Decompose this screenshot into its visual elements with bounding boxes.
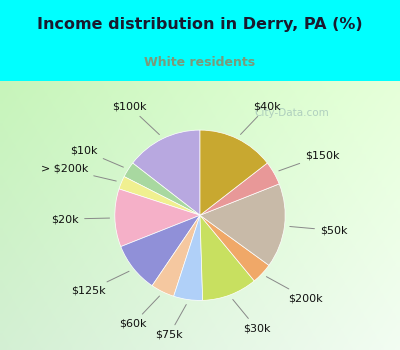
Text: $40k: $40k	[240, 102, 281, 134]
Text: White residents: White residents	[144, 56, 256, 69]
Text: $50k: $50k	[290, 225, 348, 236]
Text: $75k: $75k	[155, 304, 186, 340]
Wedge shape	[119, 177, 200, 215]
Wedge shape	[152, 215, 200, 296]
Text: $100k: $100k	[112, 102, 159, 135]
Wedge shape	[200, 130, 267, 215]
Wedge shape	[174, 215, 203, 300]
Text: $60k: $60k	[119, 296, 160, 329]
Wedge shape	[200, 215, 254, 300]
Text: Income distribution in Derry, PA (%): Income distribution in Derry, PA (%)	[37, 17, 363, 32]
Wedge shape	[121, 215, 200, 286]
Text: $150k: $150k	[279, 150, 340, 171]
Text: > $200k: > $200k	[41, 164, 116, 181]
Wedge shape	[200, 215, 269, 281]
Text: $200k: $200k	[266, 276, 323, 303]
Wedge shape	[124, 163, 200, 215]
Wedge shape	[133, 130, 200, 215]
Text: City-Data.com: City-Data.com	[255, 108, 329, 118]
Text: $10k: $10k	[70, 146, 123, 167]
Wedge shape	[200, 163, 279, 215]
Text: $20k: $20k	[52, 214, 110, 224]
Wedge shape	[115, 189, 200, 247]
Text: $125k: $125k	[71, 271, 129, 296]
Wedge shape	[200, 184, 285, 265]
Text: $30k: $30k	[233, 300, 270, 334]
